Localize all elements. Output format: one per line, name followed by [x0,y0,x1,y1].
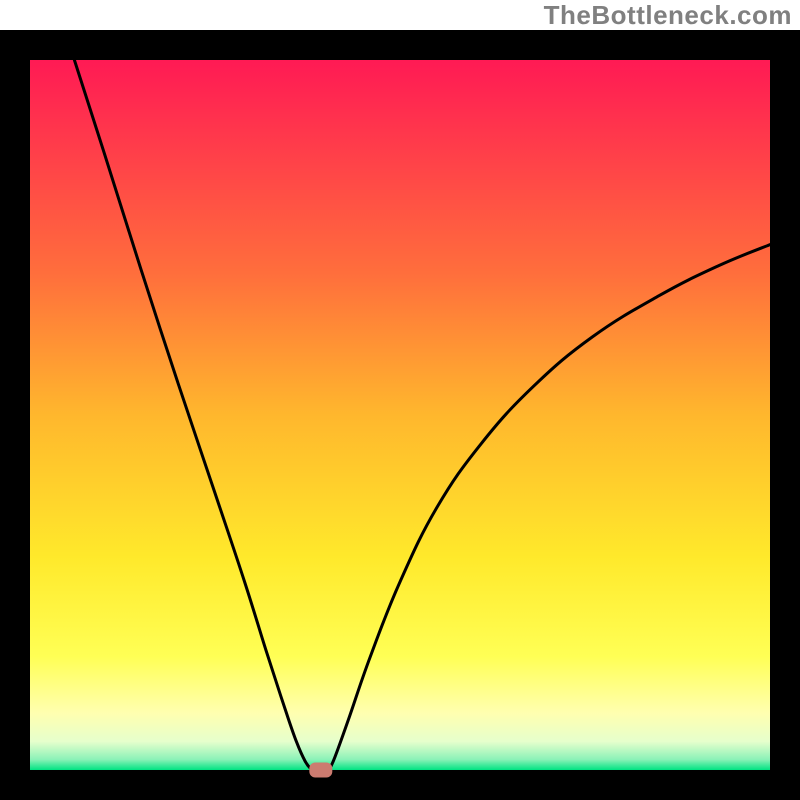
bottleneck-chart [0,0,800,800]
chart-container: TheBottleneck.com [0,0,800,800]
plot-area [30,60,770,770]
optimal-point-marker [309,763,332,778]
watermark-text: TheBottleneck.com [544,0,792,31]
